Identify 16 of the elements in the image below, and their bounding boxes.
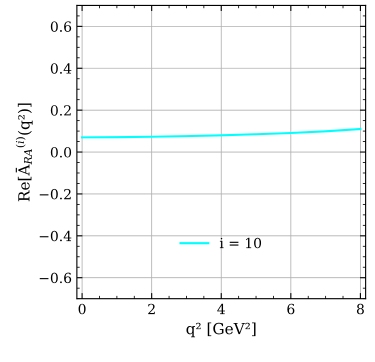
x-tick-label: 0 bbox=[78, 304, 86, 314]
line-series bbox=[81, 128, 362, 138]
y-tick-label: −0.4 bbox=[40, 230, 72, 242]
y-tick-label: −0.6 bbox=[40, 272, 72, 284]
legend-label: i = 10 bbox=[220, 238, 262, 248]
y-tick-label: 0.6 bbox=[50, 21, 72, 32]
x-tick-label: 6 bbox=[287, 304, 294, 314]
y-tick-label: 0.4 bbox=[50, 63, 72, 74]
y-tick-label: −0.2 bbox=[40, 188, 71, 200]
x-tick-label: 4 bbox=[217, 304, 225, 314]
x-axis-title: q² [GeV²] bbox=[186, 322, 256, 338]
x-tick-label: 8 bbox=[356, 304, 364, 314]
y-tick-label: 0.2 bbox=[50, 105, 71, 116]
y-tick-label: 0.0 bbox=[50, 147, 72, 158]
x-tick-label: 2 bbox=[148, 304, 155, 314]
y-axis-title: Re[Ā$_{RA}$$^{(i)}$(q²)] bbox=[16, 103, 33, 202]
